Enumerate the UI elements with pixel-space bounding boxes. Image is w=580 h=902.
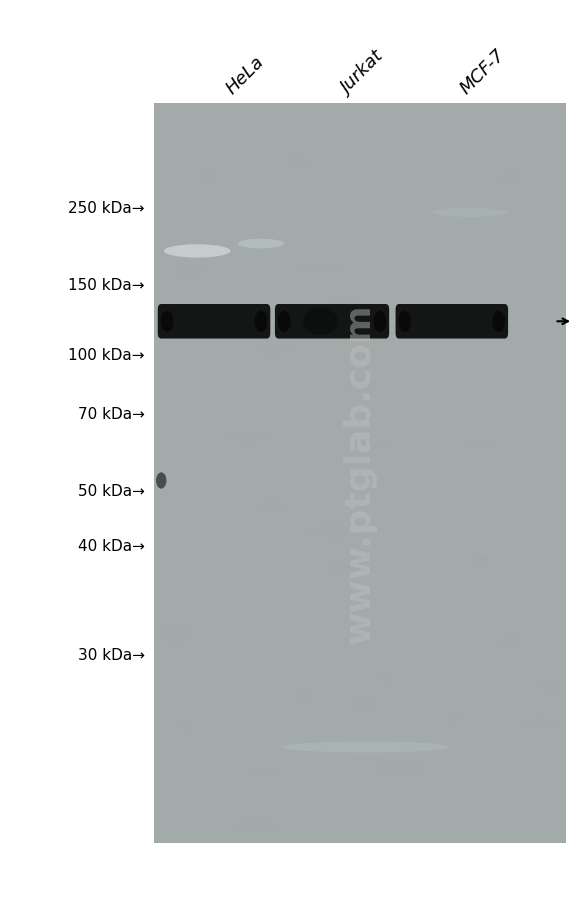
FancyBboxPatch shape bbox=[158, 305, 270, 339]
Ellipse shape bbox=[281, 741, 450, 753]
Text: 150 kDa→: 150 kDa→ bbox=[68, 278, 145, 292]
Text: 40 kDa→: 40 kDa→ bbox=[78, 538, 145, 554]
Ellipse shape bbox=[432, 208, 508, 217]
Text: HeLa: HeLa bbox=[222, 52, 267, 97]
Ellipse shape bbox=[278, 311, 291, 333]
Ellipse shape bbox=[398, 311, 411, 333]
Ellipse shape bbox=[238, 239, 284, 249]
FancyBboxPatch shape bbox=[396, 305, 508, 339]
Ellipse shape bbox=[164, 245, 231, 258]
FancyBboxPatch shape bbox=[154, 104, 566, 843]
Text: MCF-7: MCF-7 bbox=[457, 45, 509, 97]
Text: 50 kDa→: 50 kDa→ bbox=[78, 483, 145, 498]
Ellipse shape bbox=[161, 311, 173, 333]
Ellipse shape bbox=[303, 308, 338, 336]
Ellipse shape bbox=[255, 311, 267, 333]
Ellipse shape bbox=[156, 473, 166, 489]
Text: 250 kDa→: 250 kDa→ bbox=[68, 201, 145, 216]
Text: 70 kDa→: 70 kDa→ bbox=[78, 407, 145, 422]
Text: Jurkat: Jurkat bbox=[338, 48, 388, 97]
Ellipse shape bbox=[374, 311, 386, 333]
Text: www.ptglab.com: www.ptglab.com bbox=[343, 303, 376, 644]
Ellipse shape bbox=[492, 311, 505, 333]
FancyBboxPatch shape bbox=[275, 305, 389, 339]
Text: 30 kDa→: 30 kDa→ bbox=[78, 648, 145, 662]
Text: 100 kDa→: 100 kDa→ bbox=[68, 347, 145, 363]
